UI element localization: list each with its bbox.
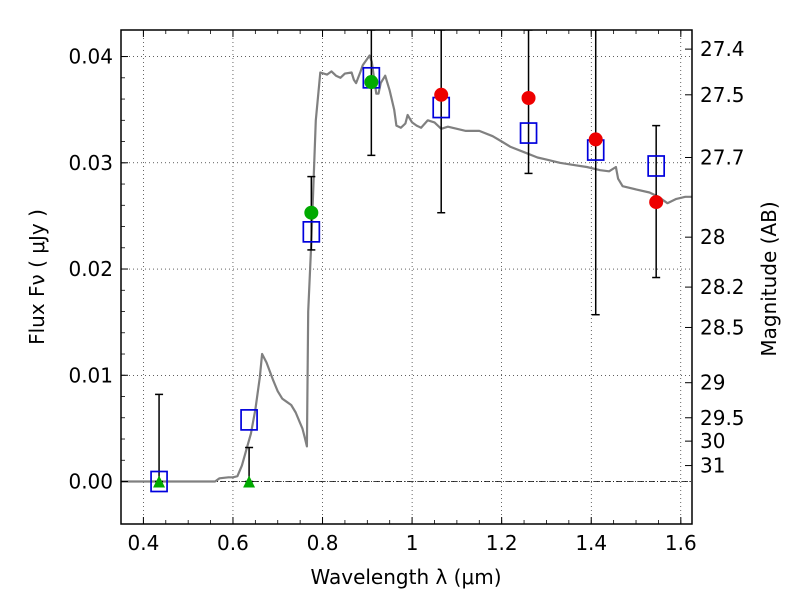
data-marks bbox=[121, 30, 692, 493]
observed-triangle-green bbox=[243, 475, 256, 488]
y2-tick-label: 28 bbox=[700, 225, 725, 249]
y2-tick-label: 30 bbox=[700, 429, 725, 453]
x-tick-label: 0.4 bbox=[127, 531, 159, 555]
x-tick-label: 1 bbox=[406, 531, 419, 555]
model-flux-square bbox=[240, 409, 258, 431]
y2-tick-label: 29 bbox=[700, 371, 725, 395]
axis-ticks bbox=[121, 30, 692, 524]
observed-circle-red bbox=[521, 90, 536, 105]
model-flux-square bbox=[150, 470, 168, 493]
model-flux-square bbox=[647, 155, 666, 177]
x-tick-label: 1.2 bbox=[486, 531, 518, 555]
y-tick-label: 0.02 bbox=[68, 257, 113, 281]
y2-tick-label: 29.5 bbox=[700, 406, 745, 430]
x-tick-label: 0.6 bbox=[217, 531, 249, 555]
model-flux-square bbox=[519, 122, 538, 144]
y2-tick-label: 27.7 bbox=[700, 145, 745, 169]
model-flux-square bbox=[302, 220, 321, 243]
x-tick-label: 0.8 bbox=[307, 531, 339, 555]
observed-circle-green bbox=[364, 75, 379, 90]
y-tick-label: 0.00 bbox=[68, 470, 113, 494]
observed-triangle-green bbox=[153, 475, 166, 488]
observed-circle-red bbox=[434, 87, 449, 102]
y2-axis-label: Magnitude (AB) bbox=[757, 201, 781, 356]
observed-circle-green bbox=[304, 205, 319, 220]
y2-tick-label: 28.5 bbox=[700, 315, 745, 339]
y2-tick-label: 27.4 bbox=[700, 37, 745, 61]
y2-tick-label: 28.2 bbox=[700, 275, 745, 299]
y-axis-label: Flux Fν ( μJy ) bbox=[25, 209, 49, 345]
x-tick-label: 1.4 bbox=[575, 531, 607, 555]
x-axis-label: Wavelength λ (μm) bbox=[310, 565, 501, 589]
plot-frame bbox=[120, 29, 693, 525]
plot-background bbox=[121, 30, 692, 524]
y-tick-label: 0.04 bbox=[68, 45, 113, 69]
y2-tick-label: 27.5 bbox=[700, 83, 745, 107]
y-tick-label: 0.03 bbox=[68, 151, 113, 175]
observed-circle-red bbox=[649, 195, 664, 210]
y-tick-label: 0.01 bbox=[68, 363, 113, 387]
tick-labels: 0.4 0.6 0.8 1 1.2 1.4 1.6 0.00 0.01 0.02 0.03 0.04 2… bbox=[68, 37, 744, 555]
y2-tick-label: 31 bbox=[700, 454, 725, 478]
x-tick-label: 1.6 bbox=[665, 531, 697, 555]
observed-circle-red bbox=[588, 132, 603, 147]
